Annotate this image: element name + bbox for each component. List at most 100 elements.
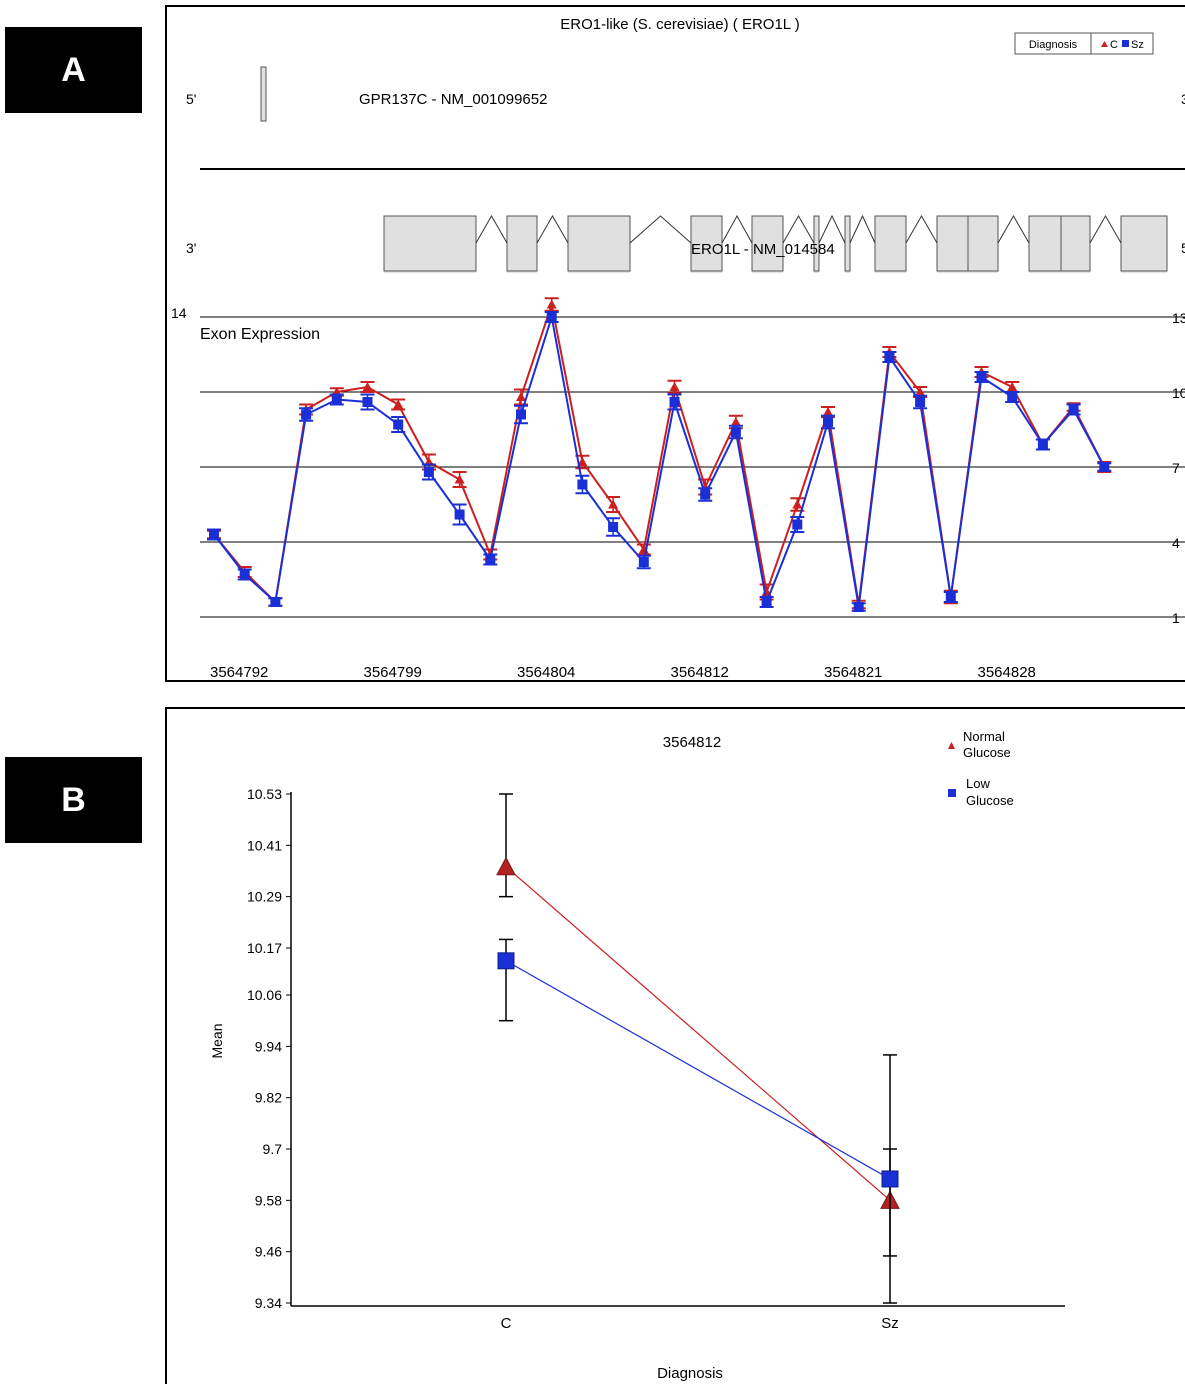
legend-title: Diagnosis xyxy=(1029,39,1078,51)
x-tick-3564804: 3564804 xyxy=(517,664,575,681)
exon-3 xyxy=(690,215,723,272)
point-sz-11 xyxy=(546,312,557,322)
point-sz-7 xyxy=(423,467,434,477)
point-sz-15 xyxy=(669,397,680,407)
x-tick-3564821: 3564821 xyxy=(824,664,882,681)
series-normal-glucose xyxy=(496,793,900,1257)
point-c-26 xyxy=(1007,382,1018,391)
chart-b-xlabel: Diagnosis xyxy=(657,1365,723,1382)
series-sz xyxy=(207,311,1112,612)
right-tick-13: 13 xyxy=(1172,310,1185,326)
panel-a-frame xyxy=(165,5,1185,682)
right-tick-4: 4 xyxy=(1172,535,1180,551)
chart-b-y-ticks: 10.53 10.41 10.29 10.17 10.06 9.94 9.82 9.7 9.58… xyxy=(247,786,291,1311)
point-sz-28 xyxy=(1068,404,1079,415)
exon-9 xyxy=(1028,215,1091,272)
chart-a-series xyxy=(207,297,1112,612)
strand-bottom-3prime: 3' xyxy=(186,240,196,256)
point-c-13 xyxy=(608,499,619,509)
point-low-glucose-C xyxy=(497,952,515,970)
x-tick-3564792: 3564792 xyxy=(210,664,268,681)
x-tick-3564799: 3564799 xyxy=(364,664,422,681)
point-c-15 xyxy=(669,382,680,391)
legend-c-label: C xyxy=(1110,39,1118,51)
point-c-10 xyxy=(516,392,526,401)
point-c-20 xyxy=(823,407,833,416)
series-normal-glucose-line xyxy=(505,866,891,1201)
point-c-11 xyxy=(546,299,557,309)
y-tick-10.41: 10.41 xyxy=(247,837,282,853)
point-sz-10 xyxy=(516,409,526,420)
point-sz-26 xyxy=(1007,392,1018,402)
point-sz-5 xyxy=(362,397,373,407)
exon-track xyxy=(383,214,1168,273)
chart-a-gridlines: 13 10 7 4 1 xyxy=(200,310,1185,626)
chart-a-title: ERO1-like (S. cerevisiae) ( ERO1L ) xyxy=(560,16,800,33)
point-sz-9 xyxy=(485,554,496,565)
point-c-5 xyxy=(362,382,373,391)
point-c-12 xyxy=(577,457,588,466)
point-sz-1 xyxy=(239,569,250,580)
point-sz-6 xyxy=(393,419,404,430)
gpr137c-exon xyxy=(260,66,267,122)
exon-0 xyxy=(383,215,477,272)
exon-2 xyxy=(567,215,631,272)
intron-2 xyxy=(629,215,692,244)
point-sz-2 xyxy=(270,597,281,607)
glucose-legend: Normal Glucose Low Glucose xyxy=(948,729,1014,808)
point-sz-24 xyxy=(945,592,956,602)
diagnosis-legend: Diagnosis C Sz xyxy=(1014,32,1154,55)
intron-9 xyxy=(1089,214,1122,244)
y-tick-9.34: 9.34 xyxy=(255,1295,282,1311)
chart-b-x-ticks: C Sz xyxy=(501,1315,899,1332)
y-tick-9.94: 9.94 xyxy=(255,1038,282,1054)
point-sz-18 xyxy=(761,597,772,607)
point-sz-25 xyxy=(976,372,987,382)
point-sz-3 xyxy=(301,409,312,420)
intron-0 xyxy=(475,214,508,244)
legend-c-marker xyxy=(1101,41,1108,47)
intron-6 xyxy=(849,214,876,244)
point-sz-29 xyxy=(1099,462,1110,472)
intron-4 xyxy=(782,214,815,244)
y-tick-10.17: 10.17 xyxy=(247,940,282,956)
exon-5 xyxy=(813,215,820,272)
x-tick-Sz: Sz xyxy=(881,1315,899,1332)
point-sz-12 xyxy=(577,479,588,490)
legend-normal-glucose-marker xyxy=(948,742,955,749)
strand-top-5prime: 5' xyxy=(186,91,196,107)
x-tick-C: C xyxy=(501,1315,512,1332)
legend-normal-glucose-line1: Normal xyxy=(963,729,1005,744)
intron-7 xyxy=(905,214,938,244)
legend-low-glucose-marker xyxy=(948,789,956,797)
y-tick-9.46: 9.46 xyxy=(255,1244,282,1260)
point-c-23 xyxy=(915,387,926,396)
exon-expression-chart: ERO1-like (S. cerevisiae) ( ERO1L ) Diag… xyxy=(171,16,1185,681)
intron-8 xyxy=(997,214,1030,244)
series-sz-line xyxy=(213,316,1106,608)
point-sz-0 xyxy=(209,529,219,540)
plot-label: Exon Expression xyxy=(200,326,320,343)
strand-top-3prime: 3' xyxy=(1181,91,1185,107)
series-low-glucose-line xyxy=(505,960,891,1180)
point-c-8 xyxy=(454,474,465,484)
point-c-6 xyxy=(393,399,404,409)
y-tick-10.53: 10.53 xyxy=(247,786,282,802)
point-normal-glucose-C xyxy=(496,856,516,876)
point-sz-21 xyxy=(853,602,864,612)
point-sz-17 xyxy=(730,427,741,437)
point-sz-27 xyxy=(1037,439,1048,450)
exon-4 xyxy=(751,215,784,272)
gene-label-ero1l: ERO1L - NM_014584 xyxy=(691,241,835,258)
y-tick-9.82: 9.82 xyxy=(255,1090,282,1106)
point-sz-4 xyxy=(331,394,342,405)
intron-5 xyxy=(818,214,846,244)
point-c-19 xyxy=(792,499,803,509)
point-sz-14 xyxy=(638,557,649,567)
y-tick-10.29: 10.29 xyxy=(247,889,282,905)
legend-normal-glucose-line2: Glucose xyxy=(963,745,1011,760)
gene-label-gpr137c: GPR137C - NM_001099652 xyxy=(359,91,547,108)
panel-b-frame xyxy=(165,707,1185,1384)
exon-1 xyxy=(506,215,538,272)
chart-b-series xyxy=(496,793,900,1304)
